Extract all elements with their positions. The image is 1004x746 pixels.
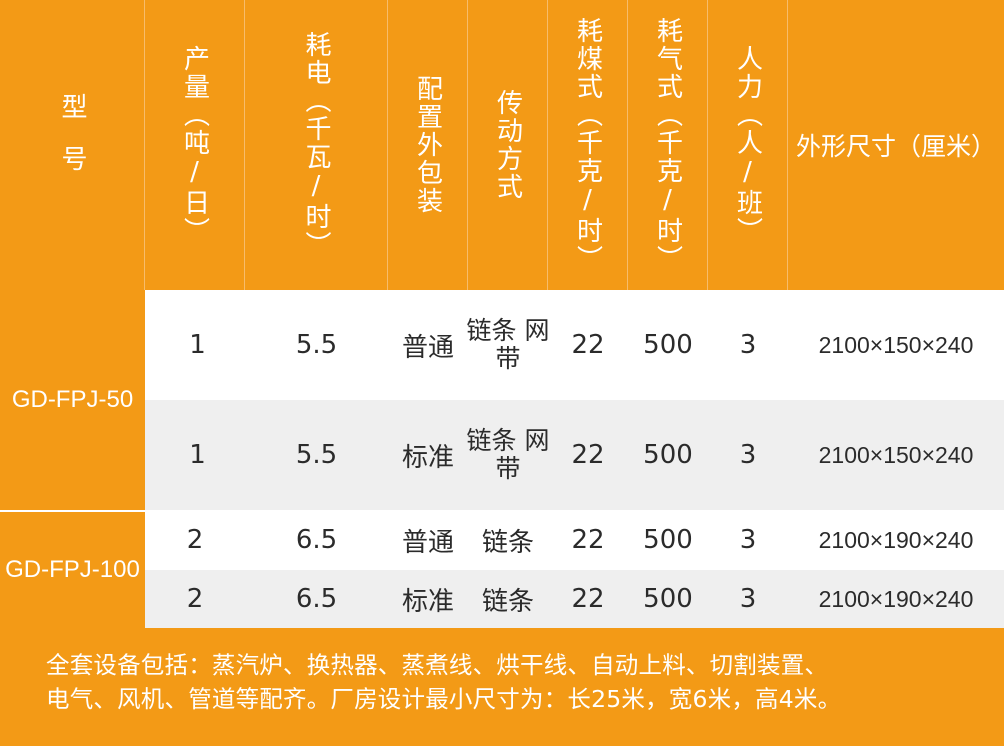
power-cell: 6.5: [295, 525, 338, 555]
power-cell: 6.5: [295, 584, 338, 614]
model-cell-1: GD-FPJ-50: [0, 290, 145, 510]
header-coal: 耗煤式（千克/时）: [548, 0, 628, 290]
table-row: [145, 510, 1004, 570]
coal-cell: 22: [571, 330, 605, 360]
header-model: 型号: [0, 0, 145, 290]
table-row: [145, 570, 1004, 628]
output-cell: 1: [189, 440, 206, 470]
group-divider: [0, 510, 145, 512]
output-cell: 2: [186, 525, 204, 555]
model-label: GD-FPJ-50: [11, 386, 134, 413]
gas-cell: 500: [643, 330, 693, 360]
table-row: [145, 290, 1004, 400]
drive-cell: 链条: [481, 586, 534, 617]
power-cell: 5.5: [295, 440, 338, 470]
header-output-label: 产量（吨/日）: [179, 45, 210, 245]
header-config-label: 配置外包装: [412, 75, 443, 215]
header-config: 配置外包装: [388, 0, 468, 290]
size-cell: 2100×190×240: [818, 526, 974, 553]
note-line-1: 全套设备包括：蒸汽炉、换热器、蒸煮线、烘干线、自动上料、切割装置、: [46, 651, 829, 679]
drive-cell: 链条 网带: [466, 316, 550, 373]
size-cell: 2100×150×240: [818, 331, 974, 358]
coal-cell: 22: [571, 440, 605, 470]
header-labor-label: 人力（人/班）: [732, 45, 763, 245]
header-size-label: 外形尺寸（厘米）: [795, 132, 996, 161]
coal-cell: 22: [571, 584, 605, 614]
model-label: GD-FPJ-100: [5, 556, 140, 583]
header-gas: 耗气式（千克/时）: [628, 0, 708, 290]
labor-cell: 3: [739, 584, 757, 614]
equipment-note: 全套设备包括：蒸汽炉、换热器、蒸煮线、烘干线、自动上料、切割装置、 电气、风机、…: [0, 628, 1004, 746]
header-labor: 人力（人/班）: [708, 0, 788, 290]
config-cell: 普通: [401, 332, 454, 363]
size-cell: 2100×190×240: [818, 585, 974, 612]
header-drive: 传动方式: [468, 0, 548, 290]
header-model-label: 型号: [57, 93, 87, 197]
header-drive-label: 传动方式: [492, 89, 523, 201]
labor-cell: 3: [739, 330, 757, 360]
config-cell: 标准: [401, 586, 454, 617]
size-cell: 2100×150×240: [818, 441, 974, 468]
drive-cell: 链条: [481, 527, 534, 558]
header-gas-label: 耗气式（千克/时）: [652, 17, 683, 273]
header-size: 外形尺寸（厘米）: [788, 0, 1004, 290]
coal-cell: 22: [571, 525, 605, 555]
header-power-label: 耗电（千瓦/时）: [301, 31, 331, 259]
gas-cell: 500: [643, 584, 693, 614]
gas-cell: 500: [643, 525, 693, 555]
output-cell: 2: [186, 584, 204, 614]
header-output: 产量（吨/日）: [145, 0, 245, 290]
output-cell: 1: [189, 330, 206, 360]
drive-cell: 链条 网带: [466, 426, 550, 483]
note-line-2: 电气、风机、管道等配齐。厂房设计最小尺寸为：长25米，宽6米，高4米。: [46, 685, 842, 713]
power-cell: 5.5: [295, 330, 338, 360]
gas-cell: 500: [643, 440, 693, 470]
header-power: 耗电（千瓦/时）: [245, 0, 388, 290]
labor-cell: 3: [739, 440, 757, 470]
labor-cell: 3: [739, 525, 757, 555]
config-cell: 普通: [401, 527, 454, 558]
header-coal-label: 耗煤式（千克/时）: [572, 17, 603, 273]
table-row: [145, 400, 1004, 510]
config-cell: 标准: [401, 442, 454, 473]
model-cell-2: GD-FPJ-100: [0, 512, 145, 628]
